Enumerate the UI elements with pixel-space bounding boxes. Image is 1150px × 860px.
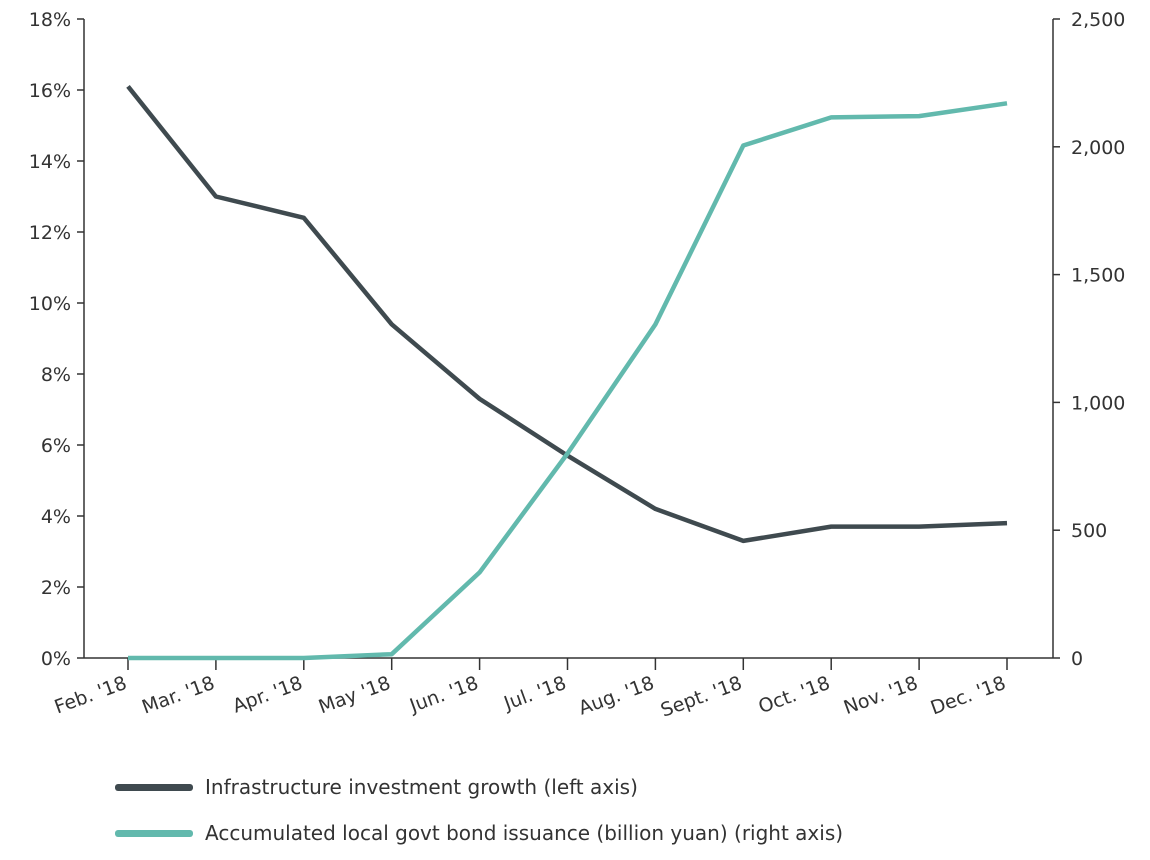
x-tick-label-feb-18: Feb. '18 xyxy=(52,672,130,718)
x-tick-label-sept-18: Sept. '18 xyxy=(658,672,745,722)
right-tick-label-2-500: 2,500 xyxy=(1071,9,1125,31)
x-tick-label-jul-18: Jul. '18 xyxy=(500,672,569,715)
series-lines xyxy=(128,86,1007,658)
x-tick-label-apr-18: Apr. '18 xyxy=(230,672,306,718)
legend-label-bond-issuance: Accumulated local govt bond issuance (bi… xyxy=(205,821,843,845)
legend-swatch-infrastructure xyxy=(115,784,193,791)
x-tick-label-nov-18: Nov. '18 xyxy=(841,672,921,719)
tick-labels: 0% 2% 4% 6% 8% 10% 12% 14% 16% 18% 0 500 1,000 1,500 2… xyxy=(29,9,1126,722)
left-tick-label-2: 2% xyxy=(41,577,71,599)
right-tick-label-2-000: 2,000 xyxy=(1071,137,1125,159)
series-line-bond-issuance xyxy=(128,103,1007,658)
left-tick-label-4: 4% xyxy=(41,506,71,528)
legend-item-infrastructure: Infrastructure investment growth (left a… xyxy=(115,768,843,806)
x-tick-label-dec-18: Dec. '18 xyxy=(928,672,1009,719)
left-tick-label-16: 16% xyxy=(29,80,71,102)
left-tick-label-18: 18% xyxy=(29,9,71,31)
right-tick-label-0: 0 xyxy=(1071,648,1083,670)
right-tick-label-1-500: 1,500 xyxy=(1071,265,1125,287)
dual-axis-line-chart: 0% 2% 4% 6% 8% 10% 12% 14% 16% 18% 0 500 1,000 1,500 2… xyxy=(0,0,1150,760)
right-tick-label-1-000: 1,000 xyxy=(1071,392,1125,414)
legend: Infrastructure investment growth (left a… xyxy=(115,768,843,860)
x-tick-label-oct-18: Oct. '18 xyxy=(756,672,833,718)
right-tick-label-500: 500 xyxy=(1071,520,1107,542)
left-tick-label-14: 14% xyxy=(29,151,71,173)
left-tick-label-0: 0% xyxy=(41,648,71,670)
legend-swatch-bond-issuance xyxy=(115,830,193,837)
legend-item-bond-issuance: Accumulated local govt bond issuance (bi… xyxy=(115,814,843,852)
series-line-infrastructure xyxy=(128,86,1007,541)
x-tick-label-jun-18: Jun. '18 xyxy=(406,672,481,717)
x-tick-label-aug-18: Aug. '18 xyxy=(576,672,657,720)
left-tick-label-6: 6% xyxy=(41,435,71,457)
left-tick-label-8: 8% xyxy=(41,364,71,386)
x-tick-label-mar-18: Mar. '18 xyxy=(139,672,218,719)
legend-label-infrastructure: Infrastructure investment growth (left a… xyxy=(205,775,638,799)
x-tick-label-may-18: May '18 xyxy=(316,672,394,718)
left-tick-label-10: 10% xyxy=(29,293,71,315)
left-tick-label-12: 12% xyxy=(29,222,71,244)
